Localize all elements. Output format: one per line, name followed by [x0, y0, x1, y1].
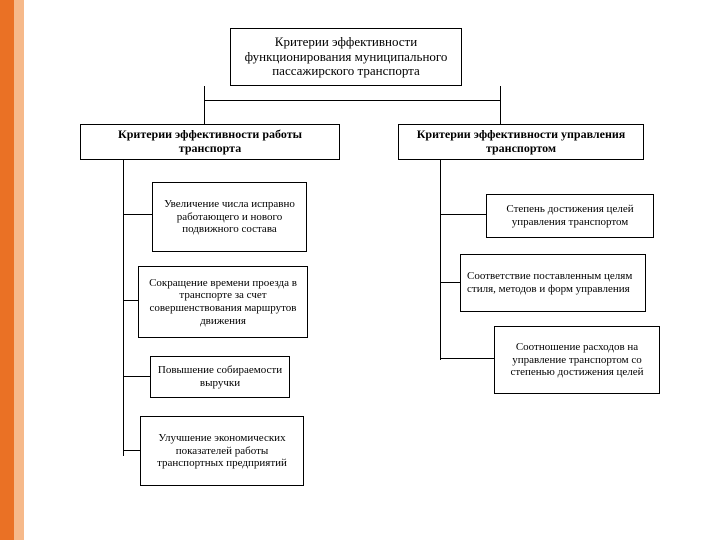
- accent-inner: [14, 0, 24, 540]
- node-root-text: Критерии эффективности функционирования …: [237, 35, 455, 80]
- node-left-1: Увеличение числа исправно работающего и …: [152, 182, 307, 252]
- accent-outer: [0, 0, 14, 540]
- node-left-4: Улучшение экономических показателей рабо…: [140, 416, 304, 486]
- node-right-1-text: Степень достижения целей управления тран…: [493, 203, 647, 228]
- connector: [123, 300, 138, 301]
- connector: [440, 282, 460, 283]
- node-right-3: Соотношение расходов на управление транс…: [494, 326, 660, 394]
- connector: [123, 160, 124, 456]
- connector: [500, 86, 501, 124]
- connector: [440, 160, 441, 360]
- node-right-1: Степень достижения целей управления тран…: [486, 194, 654, 238]
- connector: [204, 86, 205, 124]
- connector: [440, 214, 486, 215]
- node-left-2: Сокращение времени проезда в транспорте …: [138, 266, 308, 338]
- node-right-3-text: Соотношение расходов на управление транс…: [501, 341, 653, 379]
- node-right-header: Критерии эффективности управления трансп…: [398, 124, 644, 160]
- node-right-2: Соответствие поставленным целям стиля, м…: [460, 254, 646, 312]
- node-left-3-text: Повышение собираемости выручки: [157, 364, 283, 389]
- node-left-header: Критерии эффективности работы транспорта: [80, 124, 340, 160]
- node-left-4-text: Улучшение экономических показателей рабо…: [147, 432, 297, 470]
- node-left-header-text: Критерии эффективности работы транспорта: [87, 128, 333, 156]
- node-left-3: Повышение собираемости выручки: [150, 356, 290, 398]
- connector: [123, 450, 140, 451]
- connector: [123, 214, 152, 215]
- node-root: Критерии эффективности функционирования …: [230, 28, 462, 86]
- node-left-1-text: Увеличение числа исправно работающего и …: [159, 198, 300, 236]
- slide: { "canvas": { "width": 720, "height": 54…: [0, 0, 720, 540]
- node-left-2-text: Сокращение времени проезда в транспорте …: [145, 277, 301, 328]
- node-right-header-text: Критерии эффективности управления трансп…: [405, 128, 637, 156]
- connector: [440, 358, 494, 359]
- node-right-2-text: Соответствие поставленным целям стиля, м…: [467, 270, 639, 295]
- accent-stripe: [0, 0, 24, 540]
- connector: [123, 376, 150, 377]
- connector: [204, 100, 500, 101]
